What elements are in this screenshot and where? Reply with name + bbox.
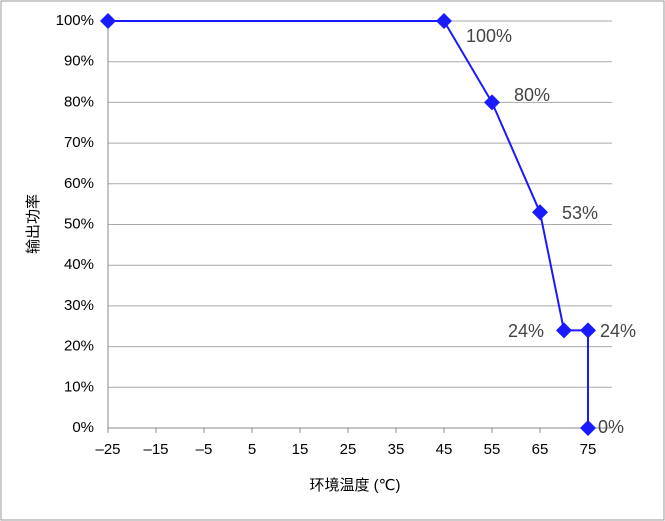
data-label: 24% [508,321,544,341]
x-tick-label: –25 [95,441,120,458]
x-tick-label: 75 [580,441,597,458]
y-tick-label: 80% [64,93,94,110]
x-tick-label: 35 [388,441,405,458]
point [556,322,572,339]
y-axis-title: 输出功率 [25,194,42,254]
data-label: 100% [466,26,512,46]
y-tick-label: 30% [64,297,94,314]
point [580,322,596,339]
x-axis-title: 环境温度 (℃) [309,476,400,494]
point [580,420,596,436]
data-label: 24% [600,321,636,341]
y-tick-label: 90% [64,53,94,70]
y-tick-label: 0% [72,419,94,436]
y-tick-label: 40% [64,256,94,273]
data-label: 0% [598,417,624,437]
point [484,94,500,111]
x-tick-label: –15 [143,441,168,458]
x-tick-label: –5 [196,441,213,458]
x-tick-label: 25 [340,441,357,458]
y-tick-label: 100% [56,12,94,29]
data-label: 80% [514,85,550,105]
point [436,13,452,29]
y-tick-label: 10% [64,378,94,395]
data-label: 53% [562,203,598,223]
point [532,204,548,221]
x-tick-label: 5 [248,441,256,458]
x-tick-label: 15 [292,441,309,458]
y-tick-label: 60% [64,175,94,192]
x-tick-label: 45 [436,441,453,458]
point [100,13,116,29]
y-tick-label: 70% [64,134,94,151]
x-tick-label: 55 [484,441,501,458]
y-tick-label: 50% [64,215,94,232]
y-tick-label: 20% [64,338,94,355]
x-tick-label: 65 [532,441,549,458]
